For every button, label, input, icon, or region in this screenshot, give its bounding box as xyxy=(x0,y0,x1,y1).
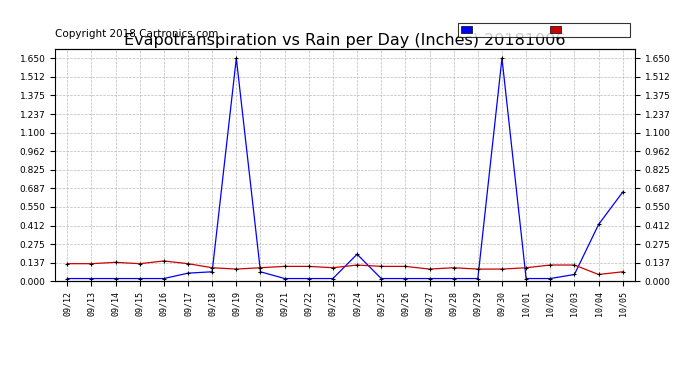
Title: Evapotranspiration vs Rain per Day (Inches) 20181006: Evapotranspiration vs Rain per Day (Inch… xyxy=(124,33,566,48)
Text: Copyright 2018 Cartronics.com: Copyright 2018 Cartronics.com xyxy=(55,30,219,39)
Legend: Rain  (Inches), ET  (Inches): Rain (Inches), ET (Inches) xyxy=(458,23,630,38)
